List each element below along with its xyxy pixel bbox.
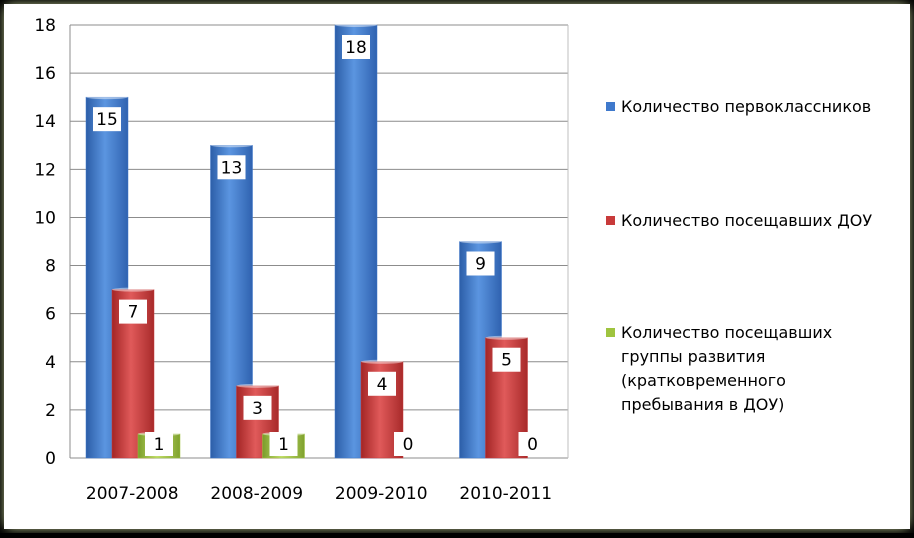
x-tick-label: 2009-2010 — [335, 484, 428, 504]
bar-top-highlight — [485, 335, 528, 340]
data-label-box — [394, 432, 422, 456]
legend-label: Количество посещавших ДОУ — [621, 211, 872, 230]
legend-swatch-3 — [606, 328, 615, 337]
data-label: 1 — [278, 435, 289, 455]
legend-swatch-1 — [606, 102, 615, 111]
data-label-box — [466, 251, 495, 276]
y-tick-label: 14 — [34, 112, 56, 132]
y-tick-label: 8 — [45, 257, 56, 277]
y-tick-label: 18 — [34, 16, 56, 36]
data-label: 0 — [527, 435, 538, 455]
bar-top-highlight — [459, 239, 502, 244]
data-label: 3 — [252, 399, 263, 419]
data-label: 7 — [128, 303, 139, 323]
data-label: 4 — [377, 375, 388, 395]
bar-top-highlight — [236, 383, 279, 388]
legend-label: (кратковременного — [621, 371, 786, 390]
data-label: 13 — [221, 158, 243, 178]
bar-top-highlight — [335, 23, 377, 27]
data-label-box — [145, 432, 173, 456]
y-tick-label: 12 — [34, 160, 56, 180]
y-tick-label: 0 — [45, 449, 56, 469]
y-tick-label: 2 — [45, 401, 56, 421]
data-label-box — [269, 432, 298, 456]
data-label: 0 — [403, 435, 414, 455]
legend-label: Количество первоклассников — [621, 97, 871, 116]
y-tick-label: 6 — [45, 305, 56, 325]
y-tick-label: 10 — [34, 208, 56, 228]
data-label-box — [93, 107, 121, 132]
bar-top-highlight — [86, 95, 128, 100]
data-label: 15 — [96, 110, 118, 130]
bar-top-highlight — [112, 287, 154, 292]
bar-top-highlight — [210, 143, 253, 148]
data-label: 5 — [501, 351, 512, 371]
x-tick-label: 2008-2009 — [210, 484, 303, 504]
data-label-box — [217, 155, 246, 180]
data-label-box — [342, 35, 370, 59]
x-tick-label: 2010-2011 — [459, 484, 552, 504]
bar-top-highlight — [361, 359, 403, 364]
data-label: 1 — [154, 435, 165, 455]
y-tick-label: 4 — [45, 353, 56, 373]
legend-label: Количество посещавших — [621, 323, 832, 342]
data-label-box — [518, 432, 547, 456]
data-label-box — [243, 395, 272, 420]
data-label: 18 — [345, 38, 367, 58]
legend-label: пребывания в ДОУ) — [621, 395, 784, 414]
legend-label: группы развития — [621, 347, 765, 366]
data-label: 9 — [475, 255, 486, 275]
data-label-box — [492, 347, 521, 372]
x-tick-label: 2007-2008 — [86, 484, 179, 504]
data-label-box — [119, 299, 147, 324]
legend-swatch-2 — [606, 216, 615, 225]
data-label-box — [368, 371, 396, 396]
y-tick-label: 16 — [34, 64, 56, 84]
